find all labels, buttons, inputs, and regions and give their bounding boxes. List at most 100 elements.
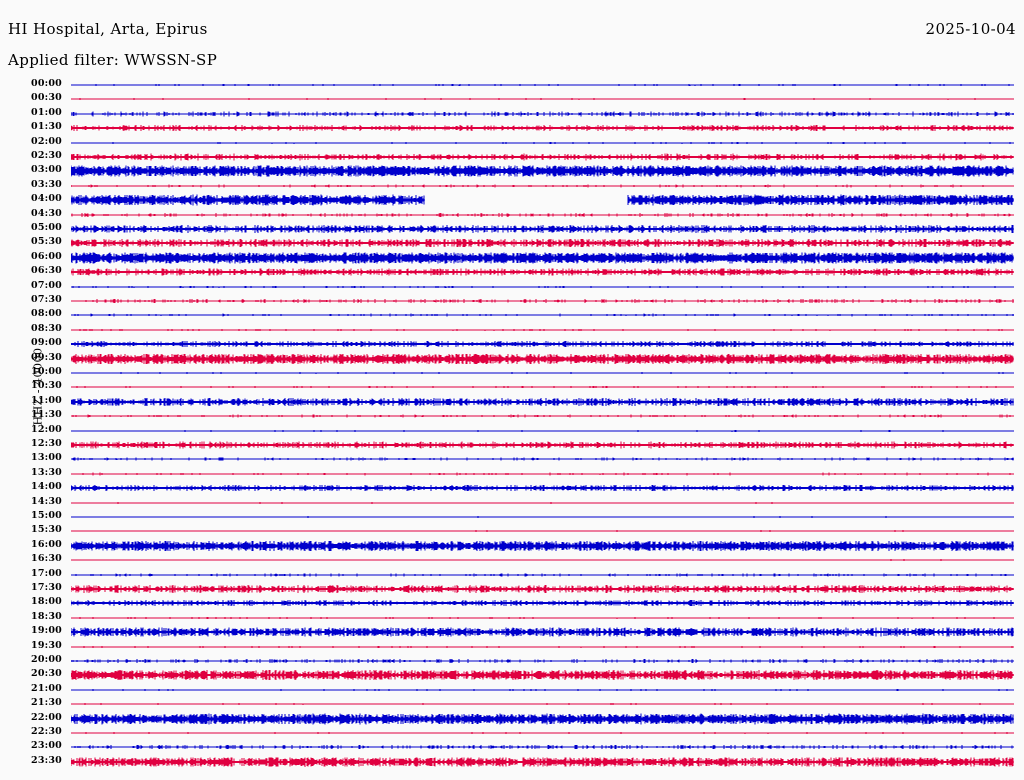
- helicorder-row: 10:30: [0, 380, 1024, 394]
- row-time-label: 05:30: [31, 236, 62, 247]
- row-time-label: 07:30: [31, 294, 62, 305]
- seismic-trace: [71, 323, 1014, 337]
- seismic-trace: [71, 668, 1014, 682]
- seismic-trace: [71, 92, 1014, 106]
- helicorder-row: 00:00: [0, 78, 1024, 92]
- helicorder-row: 02:30: [0, 150, 1024, 164]
- seismic-trace: [71, 438, 1014, 452]
- helicorder-row: 15:30: [0, 524, 1024, 538]
- applied-filter-label: Applied filter: WWSSN-SP: [8, 51, 218, 69]
- row-time-label: 07:00: [31, 280, 62, 291]
- seismic-trace: [71, 352, 1014, 366]
- row-time-label: 05:00: [31, 222, 62, 233]
- helicorder-row: 02:00: [0, 136, 1024, 150]
- seismic-trace: [71, 568, 1014, 582]
- row-time-label: 04:30: [31, 208, 62, 219]
- row-time-label: 15:30: [31, 524, 62, 535]
- page-title: HI Hospital, Arta, Epirus: [8, 20, 208, 38]
- seismic-trace: [71, 640, 1014, 654]
- seismic-trace: [71, 539, 1014, 553]
- helicorder-row: 01:30: [0, 121, 1024, 135]
- row-time-label: 04:00: [31, 193, 62, 204]
- seismic-trace: [71, 582, 1014, 596]
- row-time-label: 13:30: [31, 467, 62, 478]
- row-time-label: 14:30: [31, 496, 62, 507]
- seismic-trace: [71, 409, 1014, 423]
- seismic-trace: [71, 611, 1014, 625]
- row-time-label: 20:30: [31, 668, 62, 679]
- seismic-trace: [71, 78, 1014, 92]
- helicorder-row: 04:30: [0, 208, 1024, 222]
- seismic-trace: [71, 251, 1014, 265]
- record-date: 2025-10-04: [925, 20, 1016, 38]
- helicorder-row: 14:30: [0, 496, 1024, 510]
- row-time-label: 20:00: [31, 654, 62, 665]
- row-time-label: 11:00: [31, 395, 62, 406]
- helicorder-row: 07:00: [0, 280, 1024, 294]
- seismic-trace: [71, 265, 1014, 279]
- seismic-trace: [71, 366, 1014, 380]
- seismic-trace: [71, 654, 1014, 668]
- seismic-trace: [71, 308, 1014, 322]
- seismic-trace: [71, 510, 1014, 524]
- seismic-trace: [71, 280, 1014, 294]
- seismic-trace: [71, 424, 1014, 438]
- row-time-label: 22:00: [31, 712, 62, 723]
- row-time-label: 16:30: [31, 553, 62, 564]
- row-time-label: 00:00: [31, 78, 62, 89]
- helicorder-row: 23:30: [0, 755, 1024, 769]
- row-time-label: 06:00: [31, 251, 62, 262]
- row-time-label: 08:00: [31, 308, 62, 319]
- row-time-label: 08:30: [31, 323, 62, 334]
- helicorder-row: 18:30: [0, 611, 1024, 625]
- helicorder-row: 03:30: [0, 179, 1024, 193]
- helicorder-row: 13:30: [0, 467, 1024, 481]
- seismic-trace: [71, 553, 1014, 567]
- helicorder-row: 17:30: [0, 582, 1024, 596]
- seismic-trace: [71, 452, 1014, 466]
- row-time-label: 09:30: [31, 352, 62, 363]
- seismic-trace: [71, 136, 1014, 150]
- seismic-trace: [71, 337, 1014, 351]
- row-time-label: 17:00: [31, 568, 62, 579]
- seismic-trace: [71, 481, 1014, 495]
- row-time-label: 01:00: [31, 107, 62, 118]
- row-time-label: 12:30: [31, 438, 62, 449]
- helicorder-row: 13:00: [0, 452, 1024, 466]
- helicorder-row: 11:30: [0, 409, 1024, 423]
- row-time-label: 23:30: [31, 755, 62, 766]
- helicorder-row: 09:00: [0, 337, 1024, 351]
- row-time-label: 13:00: [31, 452, 62, 463]
- seismic-trace: [71, 726, 1014, 740]
- row-time-label: 21:30: [31, 697, 62, 708]
- seismic-trace: [71, 740, 1014, 754]
- seismic-trace: [71, 697, 1014, 711]
- helicorder-row: 22:00: [0, 712, 1024, 726]
- helicorder-row: 08:30: [0, 323, 1024, 337]
- helicorder-row: 20:00: [0, 654, 1024, 668]
- seismic-trace: [71, 380, 1014, 394]
- row-time-label: 01:30: [31, 121, 62, 132]
- row-time-label: 00:30: [31, 92, 62, 103]
- seismic-trace: [71, 496, 1014, 510]
- helicorder-row: 12:00: [0, 424, 1024, 438]
- helicorder-row: 06:00: [0, 251, 1024, 265]
- helicorder-row: 15:00: [0, 510, 1024, 524]
- helicorder-row: 09:30: [0, 352, 1024, 366]
- helicorder-row: 06:30: [0, 265, 1024, 279]
- seismic-trace: [71, 222, 1014, 236]
- helicorder-row: 22:30: [0, 726, 1024, 740]
- helicorder-row: 05:00: [0, 222, 1024, 236]
- row-time-label: 02:30: [31, 150, 62, 161]
- seismic-trace: [71, 294, 1014, 308]
- helicorder-row: 16:30: [0, 553, 1024, 567]
- seismic-trace: [71, 395, 1014, 409]
- helicorder-plot: 00:00 00:30 01:00 01:30 02:00 02:30 03:00 03:30…: [0, 78, 1024, 770]
- row-time-label: 15:00: [31, 510, 62, 521]
- helicorder-row: 19:00: [0, 625, 1024, 639]
- row-time-label: 14:00: [31, 481, 62, 492]
- seismic-trace: [71, 524, 1014, 538]
- seismic-trace: [71, 596, 1014, 610]
- helicorder-row: 19:30: [0, 640, 1024, 654]
